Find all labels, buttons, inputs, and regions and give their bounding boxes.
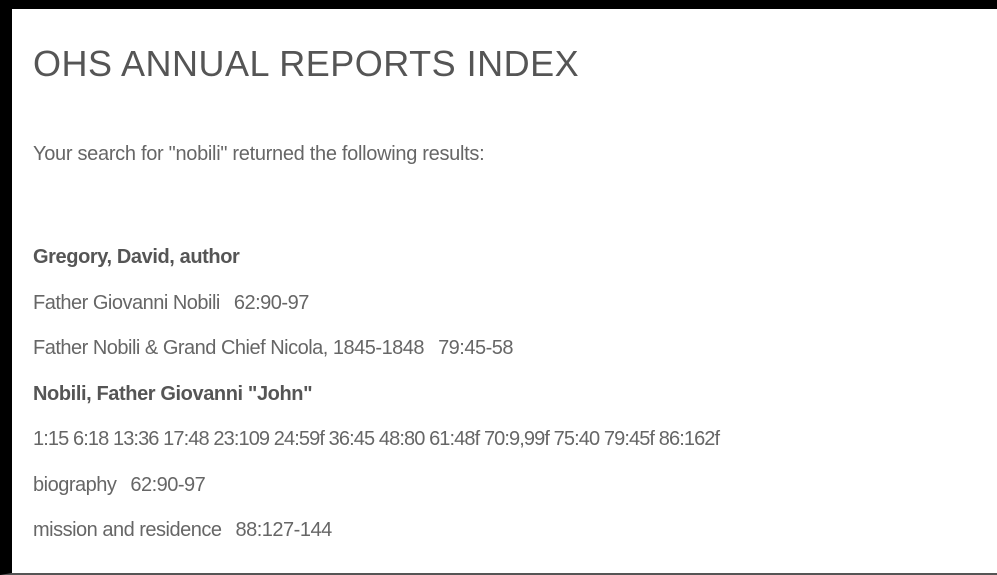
entry-item: Father Giovanni Nobili 62:90-97 [33, 281, 719, 327]
page-title: OHS ANNUAL REPORTS INDEX [33, 43, 580, 84]
item-ref: 1:15 6:18 13:36 17:48 23:109 24:59f 36:4… [33, 428, 720, 450]
item-ref: 88:127-144 [235, 519, 333, 541]
results-list: Gregory, David, author Father Giovanni No… [33, 235, 720, 554]
entry-item: Father Nobili & Grand Chief Nicola, 1845… [33, 326, 719, 372]
item-label[interactable]: Father Nobili & Grand Chief Nicola, 1845… [33, 337, 425, 359]
entry-item: mission and residence 88:127-144 [33, 508, 719, 554]
search-summary: Your search for "nobili" returned the fo… [33, 143, 485, 165]
item-ref: 62:90-97 [233, 291, 309, 314]
item-label[interactable]: mission and residence [33, 519, 222, 541]
entry-heading[interactable]: Gregory, David, author [33, 246, 240, 268]
item-label[interactable]: biography [33, 473, 117, 496]
item-label[interactable]: Father Giovanni Nobili [33, 291, 220, 314]
item-ref: 62:90-97 [130, 473, 206, 496]
entry-item: 1:15 6:18 13:36 17:48 23:109 24:59f 36:4… [33, 417, 720, 463]
entry-item: biography 62:90-97 [33, 463, 719, 509]
item-ref: 79:45-58 [438, 337, 514, 359]
entry-heading[interactable]: Nobili, Father Giovanni "John" [33, 382, 313, 405]
